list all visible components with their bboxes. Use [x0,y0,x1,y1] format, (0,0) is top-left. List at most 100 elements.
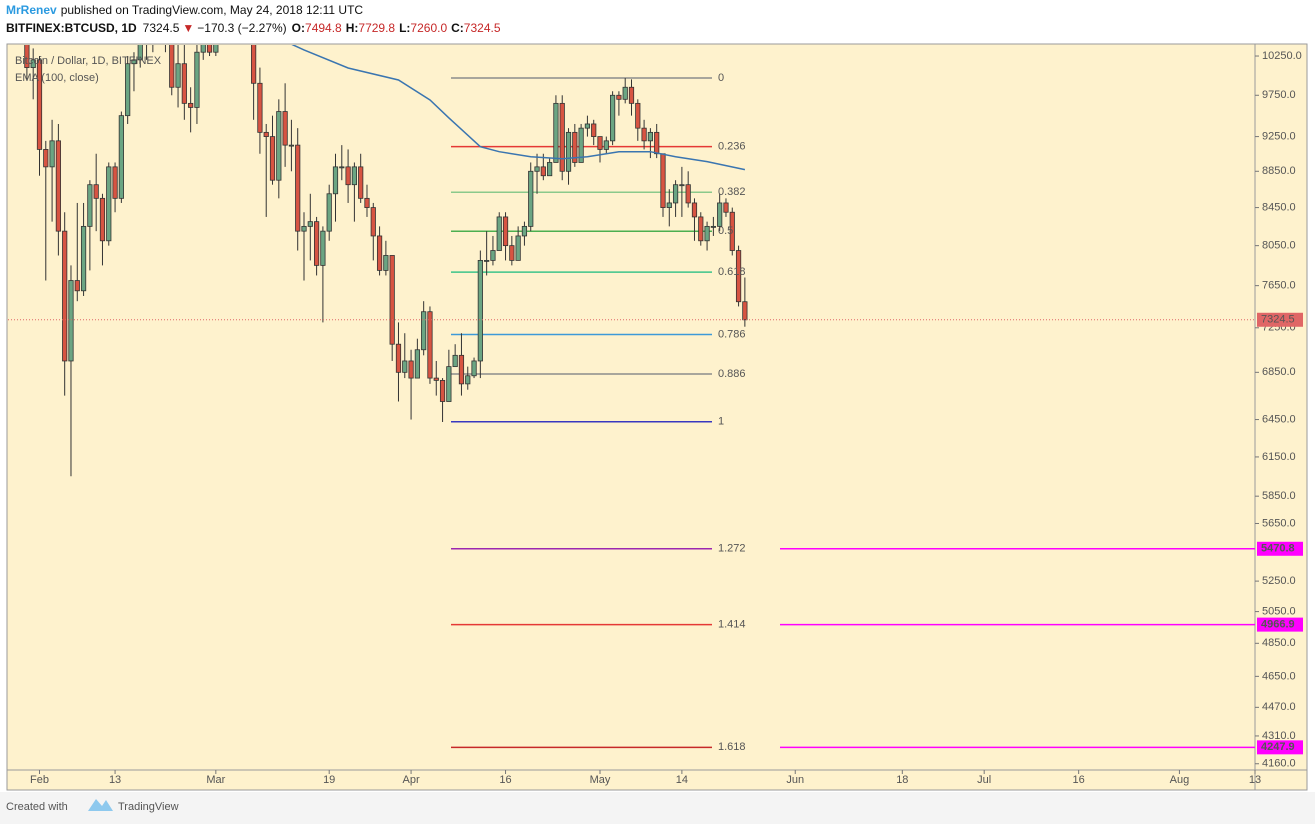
fib-label: 0.618 [718,266,746,278]
c-value: 7324.5 [464,21,501,35]
candle-body [578,127,584,163]
x-tick-label: May [590,774,611,786]
candle-body [446,366,452,402]
candle-body [288,144,295,147]
l-value: 7260.0 [410,21,447,35]
y-tick-label: 5250.0 [1262,575,1296,587]
candle-body [188,102,194,108]
l-label: L: [399,21,410,35]
candle-body [735,250,742,303]
o-value: 7494.8 [305,21,342,35]
y-tick-label: 4310.0 [1262,730,1296,742]
candle-body [49,140,55,168]
candle-body [654,131,660,155]
price-tag [1257,617,1303,632]
h-value: 7729.8 [358,21,395,35]
last-price-tag-label: 7324.5 [1261,314,1295,326]
candle-body [326,193,332,232]
price-tag-label: 4966.9 [1261,619,1295,631]
y-tick-label: 4470.0 [1262,701,1296,713]
candle-body [87,184,93,227]
candle-body [263,131,269,137]
y-tick-label: 6450.0 [1262,413,1296,425]
candle-body [276,111,282,181]
candle-body [36,59,43,150]
candle-body [610,94,616,142]
candle-body [24,45,30,68]
x-tick-label: Apr [403,774,420,786]
change: −170.3 (−2.27%) [197,21,286,35]
candle-body [414,349,420,379]
candle-body [282,111,288,146]
candle-body [528,170,534,227]
y-tick-label: 8850.0 [1262,165,1296,177]
fib-label: 0.786 [718,328,746,340]
candle-body [509,245,515,261]
candle-body [553,102,559,163]
candle-body [314,221,320,266]
fib-label: 0 [718,72,724,84]
candle-body [389,255,395,345]
y-tick-label: 4850.0 [1262,637,1296,649]
candle-body [402,360,408,373]
candle-body [106,166,112,242]
candle-body [376,235,383,271]
x-tick-label: 13 [1249,774,1261,786]
candle-body [370,207,376,237]
y-tick-label: 8050.0 [1262,240,1296,252]
candle-body [717,202,723,227]
h-label: H: [346,21,359,35]
y-tick-label: 6850.0 [1262,366,1296,378]
candle-body [742,301,748,321]
candle-body [439,379,446,402]
candle-body [383,255,389,271]
y-tick-label: 7650.0 [1262,280,1296,292]
candle-body [226,0,230,1]
candle-body [572,131,578,163]
published: published on TradingView.com, May 24, 20… [61,3,364,17]
candle-body [584,123,591,129]
price-tag-label: 5470.8 [1261,543,1295,555]
candle-body [635,102,641,129]
candle-body [213,45,219,53]
footer-brand[interactable]: TradingView [118,801,179,813]
candle-body [99,197,106,242]
x-tick-label: Mar [206,774,225,786]
y-tick-label: 4160.0 [1262,758,1296,770]
candle-body [597,136,603,150]
x-tick-label: 13 [109,774,121,786]
candle-body [691,202,698,218]
symbol-line: BITFINEX:BTCUSD, 1D 7324.5 ▼ −170.3 (−2.27%… [6,21,501,35]
x-tick-label: 16 [1073,774,1085,786]
candle-body [93,184,99,199]
candle-body [547,162,553,177]
candle-body [666,202,672,208]
candle-body [131,59,137,65]
x-tick-label: Jul [977,774,991,786]
fib-label: 1.272 [718,543,746,555]
publish-line: MrRenev published on TradingView.com, May… [6,3,363,17]
candle-body [320,230,326,266]
price-tag [1257,740,1303,755]
candle-body [465,375,471,385]
y-tick-label: 10250.0 [1262,50,1302,62]
x-tick-label: Jun [786,774,804,786]
candle-body [565,131,572,172]
candle-body [62,230,68,362]
fib-label: 0.382 [718,186,746,198]
symbol: BITFINEX:BTCUSD, 1D [6,21,137,35]
fib-label: 1.618 [718,741,746,753]
candle-body [704,225,710,242]
candle-body [710,225,716,228]
fib-label: 1 [718,416,724,428]
y-tick-label: 5050.0 [1262,605,1296,617]
y-tick-label: 5650.0 [1262,517,1296,529]
candle-body [484,260,490,262]
candle-body [339,166,345,169]
candle-body [679,184,685,187]
candle-body [591,123,597,137]
candle-body [540,166,546,177]
candle-body [471,360,477,377]
candle-body [395,343,402,373]
candle-body [80,225,87,292]
